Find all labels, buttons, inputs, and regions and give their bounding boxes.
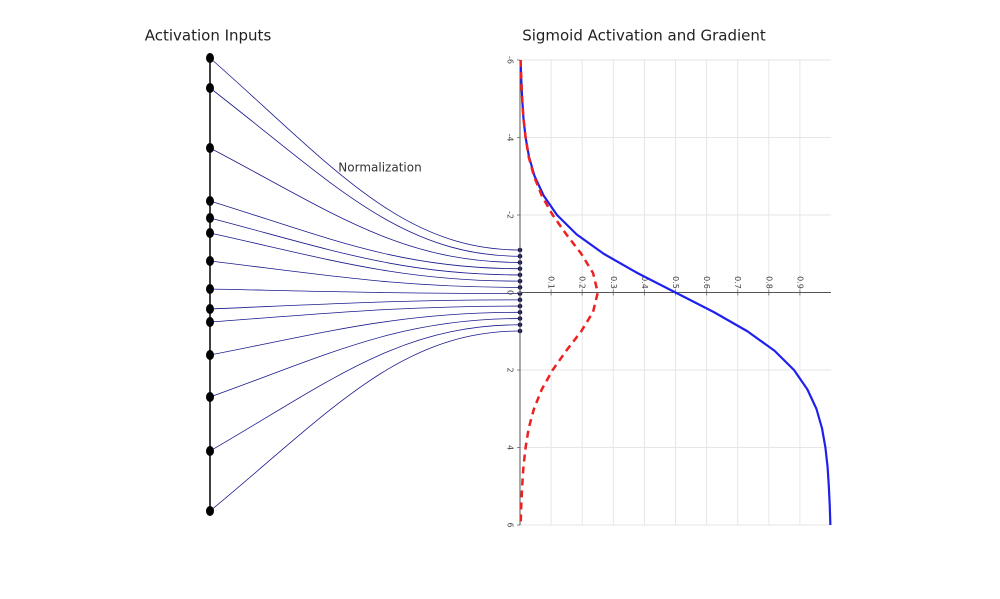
- x-tick-label: 2: [506, 367, 515, 372]
- inputs-title: Activation Inputs: [145, 27, 272, 45]
- connection: [209, 232, 521, 282]
- connection: [209, 299, 521, 310]
- connection: [209, 260, 521, 288]
- connection: [209, 200, 521, 270]
- connection: [209, 217, 521, 276]
- connection: [209, 324, 521, 452]
- y-tick-label: 0.3: [609, 276, 618, 289]
- input-node: [206, 392, 214, 402]
- input-node: [206, 53, 214, 63]
- y-tick-label: 0.8: [764, 276, 773, 289]
- connection: [209, 147, 521, 263]
- input-node: [206, 284, 214, 294]
- sigmoid-chart: 0.1 0.2 0.3 0.4 0.5 0.6 0.7 0.8 0.9 -6 -4 -2 0 2 4 6: [506, 56, 832, 528]
- connection: [209, 57, 521, 251]
- x-tick-label: -6: [506, 56, 515, 64]
- x-tick-label: 4: [506, 445, 515, 450]
- connection: [209, 288, 521, 295]
- input-node: [206, 256, 214, 266]
- x-tick-label: -4: [506, 134, 515, 142]
- input-node: [206, 213, 214, 223]
- input-node: [206, 304, 214, 314]
- y-tick-label: 0.9: [795, 276, 804, 289]
- input-node: [206, 317, 214, 327]
- x-tick-label: -2: [506, 211, 515, 219]
- connection: [209, 311, 521, 356]
- y-tick-label: 0.6: [702, 276, 711, 289]
- y-tick-label: 0.2: [578, 276, 587, 289]
- connection: [209, 330, 521, 512]
- y-tick-label: 0.4: [640, 276, 649, 289]
- input-node: [206, 143, 214, 153]
- connection: [209, 305, 521, 323]
- normalization-fan: [206, 53, 523, 516]
- y-tick-label: 0.7: [733, 276, 742, 289]
- input-node: [206, 196, 214, 206]
- normalization-label: Normalization: [338, 161, 421, 175]
- input-node: [206, 83, 214, 93]
- x-tick-label: 6: [506, 522, 515, 527]
- x-tick-label: 0: [506, 290, 515, 295]
- y-tick-label: 0.5: [671, 276, 680, 289]
- connection: [209, 318, 521, 398]
- input-node: [206, 446, 214, 456]
- input-node: [206, 506, 214, 516]
- connection: [209, 87, 521, 257]
- chart-title: Sigmoid Activation and Gradient: [522, 27, 766, 45]
- input-node: [206, 350, 214, 360]
- series-line: [519, 59, 599, 526]
- y-tick-label: 0.1: [547, 276, 556, 289]
- input-node: [206, 228, 214, 238]
